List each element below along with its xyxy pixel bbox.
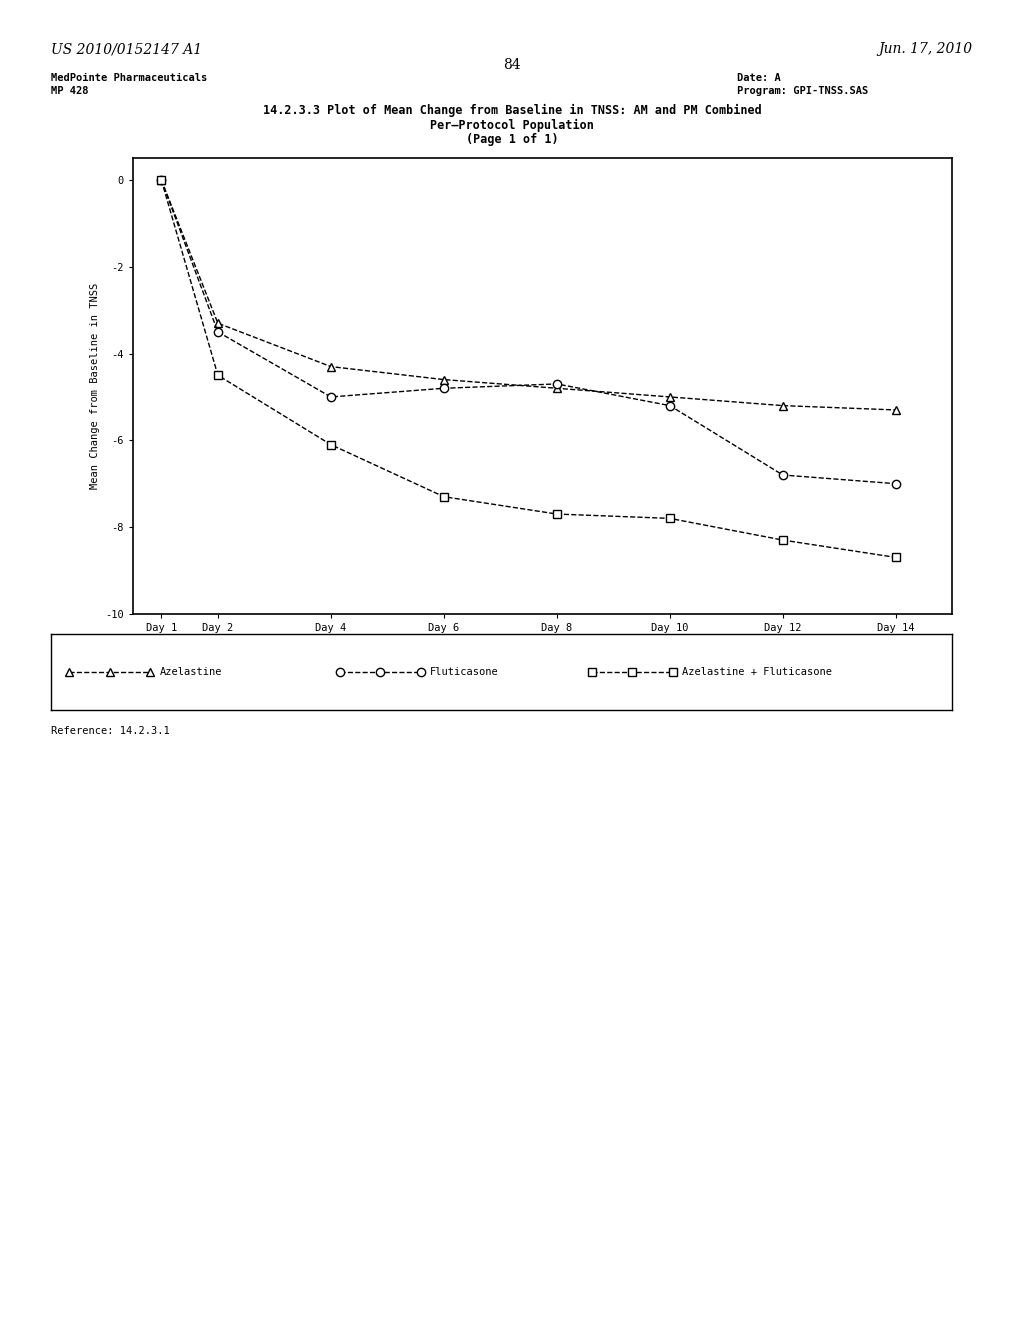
Azelastine + Fluticasone	[664, 511, 676, 527]
Text: Program: GPI-TNSS.SAS: Program: GPI-TNSS.SAS	[737, 86, 868, 96]
Text: MP 428: MP 428	[51, 86, 89, 96]
Azelastine + Fluticasone	[325, 437, 337, 453]
Text: Reference: 14.2.3.1: Reference: 14.2.3.1	[51, 726, 170, 737]
Fluticasone	[437, 380, 450, 396]
Azelastine	[664, 389, 676, 405]
Azelastine	[212, 315, 224, 331]
Azelastine	[551, 380, 563, 396]
Azelastine + Fluticasone	[156, 172, 168, 187]
Azelastine + Fluticasone	[212, 367, 224, 383]
Fluticasone	[212, 323, 224, 339]
Line: Azelastine: Azelastine	[158, 176, 900, 414]
Text: US 2010/0152147 A1: US 2010/0152147 A1	[51, 42, 203, 57]
Y-axis label: Mean Change from Baseline in TNSS: Mean Change from Baseline in TNSS	[90, 282, 99, 490]
Azelastine	[776, 397, 788, 413]
Azelastine + Fluticasone	[890, 549, 902, 565]
Azelastine	[156, 172, 168, 187]
Azelastine	[325, 359, 337, 375]
Text: 14.2.3.3 Plot of Mean Change from Baseline in TNSS: AM and PM Combined: 14.2.3.3 Plot of Mean Change from Baseli…	[262, 104, 762, 117]
Text: 84: 84	[503, 58, 521, 73]
Line: Fluticasone: Fluticasone	[158, 176, 900, 488]
Fluticasone	[776, 467, 788, 483]
Fluticasone	[325, 389, 337, 405]
Text: Azelastine: Azelastine	[160, 667, 222, 677]
Text: MedPointe Pharmaceuticals: MedPointe Pharmaceuticals	[51, 73, 208, 83]
Azelastine + Fluticasone	[776, 532, 788, 548]
Azelastine	[890, 403, 902, 418]
X-axis label: Time Point: Time Point	[509, 639, 577, 648]
Text: Jun. 17, 2010: Jun. 17, 2010	[879, 42, 973, 57]
Text: Date: A: Date: A	[737, 73, 781, 83]
Text: Per–Protocol Population: Per–Protocol Population	[430, 119, 594, 132]
Azelastine	[437, 372, 450, 388]
Fluticasone	[156, 172, 168, 187]
Text: (Page 1 of 1): (Page 1 of 1)	[466, 133, 558, 147]
Fluticasone	[551, 376, 563, 392]
Azelastine + Fluticasone	[551, 506, 563, 521]
Azelastine + Fluticasone	[437, 488, 450, 504]
Line: Azelastine + Fluticasone: Azelastine + Fluticasone	[158, 176, 900, 561]
Fluticasone	[890, 475, 902, 491]
Fluticasone	[664, 397, 676, 413]
Text: Azelastine + Fluticasone: Azelastine + Fluticasone	[682, 667, 831, 677]
Text: Fluticasone: Fluticasone	[430, 667, 499, 677]
